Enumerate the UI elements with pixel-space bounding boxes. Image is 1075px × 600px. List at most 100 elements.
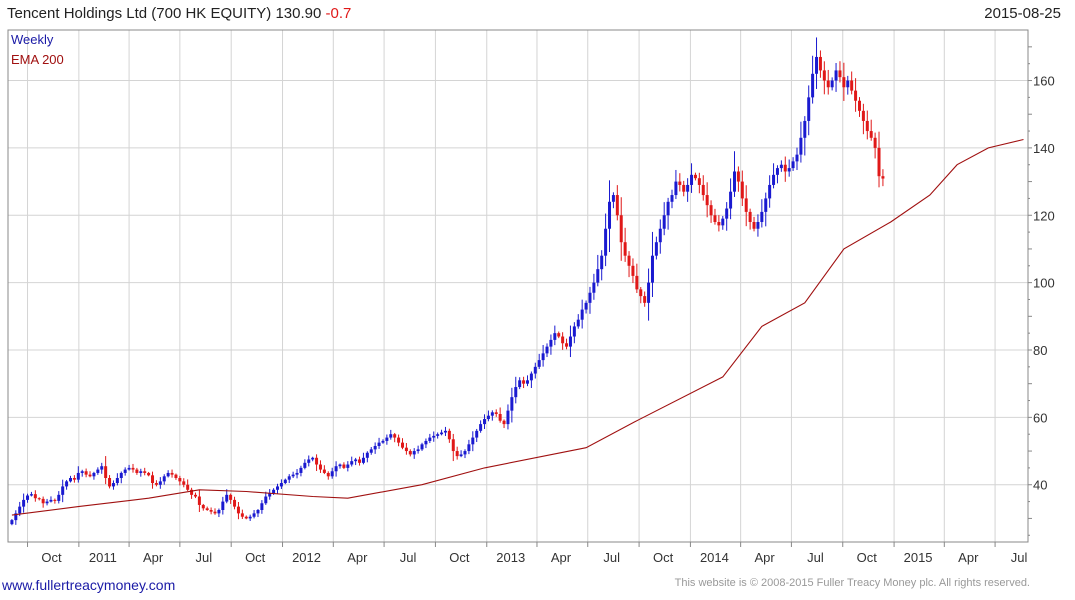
candle [701, 175, 705, 201]
candle [537, 353, 541, 369]
candle [100, 462, 104, 474]
candle [311, 456, 315, 462]
candle [420, 442, 424, 451]
candle [815, 37, 819, 89]
candle [479, 420, 483, 433]
candle [615, 185, 619, 221]
candle [588, 286, 592, 314]
candle [279, 479, 283, 489]
candle [447, 428, 451, 443]
candle [725, 202, 729, 231]
candle [14, 510, 18, 525]
candle [186, 479, 190, 492]
candle [33, 490, 37, 502]
candle [174, 473, 178, 480]
candle [291, 471, 295, 478]
candle [686, 178, 690, 202]
website-link[interactable]: www.fullertreacymoney.com [2, 577, 176, 593]
candle [752, 216, 756, 232]
candle [518, 377, 522, 390]
candle [240, 509, 244, 520]
x-tick-label: Jul [603, 550, 620, 565]
candle [225, 489, 229, 504]
candle [166, 470, 170, 478]
candle [811, 55, 815, 104]
candle [693, 172, 697, 181]
candle [775, 165, 779, 184]
candle [459, 450, 463, 458]
candle [119, 471, 123, 484]
candle [705, 182, 709, 218]
candle [201, 503, 205, 511]
y-tick-label: 80 [1033, 343, 1047, 358]
candle [315, 454, 319, 472]
plot-frame [7, 29, 1029, 543]
x-tick-label: 2013 [496, 550, 525, 565]
candle [861, 103, 865, 135]
candle [248, 514, 252, 521]
candle [61, 479, 65, 503]
candle [213, 508, 217, 515]
candle [276, 483, 280, 494]
candle [404, 443, 408, 455]
candle [96, 467, 100, 475]
candle [252, 510, 256, 519]
candle [400, 438, 404, 450]
candle [330, 467, 334, 479]
candle [514, 376, 518, 404]
candle [283, 478, 287, 485]
candle [92, 471, 96, 480]
candle [397, 434, 401, 447]
candle [412, 448, 416, 459]
x-tick-label: Apr [551, 550, 572, 565]
candle [580, 299, 584, 329]
x-tick-label: Apr [958, 550, 979, 565]
candle [88, 471, 92, 478]
ema-200-line [11, 138, 1024, 516]
candle [65, 479, 69, 490]
candle [596, 254, 600, 287]
candle [350, 456, 354, 467]
candle [576, 314, 580, 329]
weekly-candles [10, 37, 885, 526]
candle [22, 493, 26, 513]
candle [49, 496, 53, 503]
x-tick-label: 2012 [292, 550, 321, 565]
y-tick-label: 100 [1033, 276, 1055, 291]
candle [822, 61, 826, 95]
candle [674, 169, 678, 200]
x-tick-label: Oct [449, 550, 470, 565]
candle [799, 121, 803, 163]
x-tick-label: Oct [245, 550, 266, 565]
candle [842, 62, 846, 101]
candle [68, 475, 72, 483]
candle [721, 215, 725, 230]
candle [205, 506, 209, 511]
candle [697, 172, 701, 194]
candle [260, 500, 264, 514]
candle [139, 468, 143, 477]
candle [631, 258, 635, 284]
candle [764, 192, 768, 227]
candle [604, 213, 608, 267]
candle [158, 477, 162, 489]
candle [45, 498, 49, 506]
candle [170, 469, 174, 478]
x-tick-label: Jul [807, 550, 824, 565]
candle [877, 131, 881, 188]
y-axis: 40 60 80 100 120 140 160 [1028, 46, 1055, 536]
candle [756, 214, 760, 237]
candle [377, 437, 381, 449]
candle [846, 75, 850, 95]
candle [303, 459, 307, 470]
candle [557, 331, 561, 339]
candle [619, 197, 623, 261]
candle [732, 151, 736, 197]
candle [256, 508, 260, 518]
x-tick-label: Oct [41, 550, 62, 565]
candle [709, 200, 713, 223]
candle [807, 85, 811, 136]
candle [127, 464, 131, 471]
candle [643, 291, 647, 307]
candle [647, 268, 651, 321]
